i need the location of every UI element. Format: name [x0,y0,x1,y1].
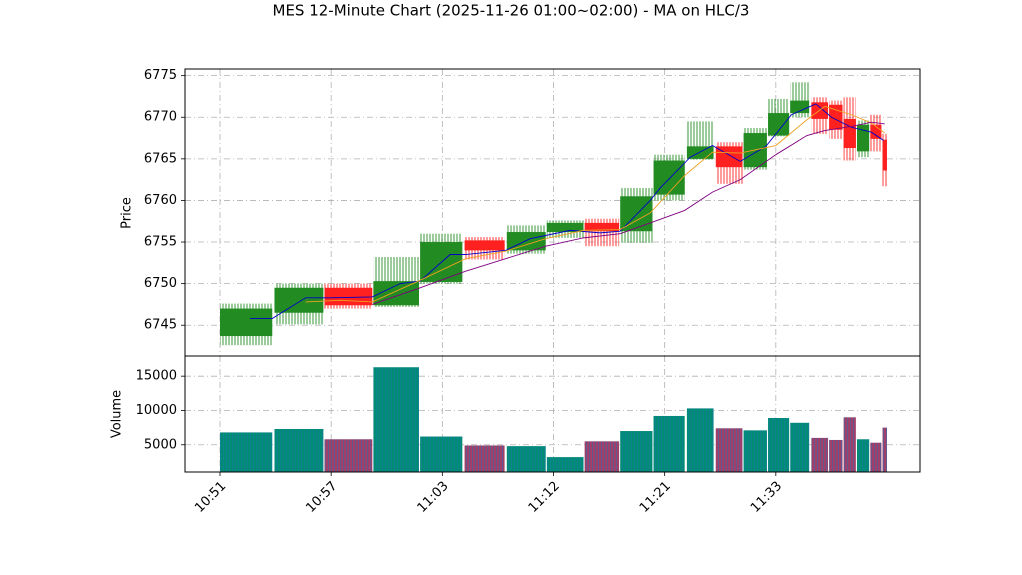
volume-bar-stripe [584,441,620,472]
y-tick-label: 6745 [144,318,177,333]
volume-bar-stripe [870,442,882,472]
volume-bar-stripe [464,445,505,472]
ma-line [305,105,886,303]
ma-line [372,121,885,305]
volume-bar-stripe [420,436,463,472]
volume-bar-stripe [811,437,829,472]
y-tick-label: 6760 [144,193,177,208]
candle-body [790,100,810,114]
y-tick-label: 6770 [144,110,177,125]
volume-bar-stripe [506,446,546,472]
y-tick-label: 15000 [136,369,177,384]
volume-bar-stripe [856,439,870,472]
candle-body [653,160,685,195]
volume-bar-stripe [653,415,685,472]
x-tick-label: 10:57 [303,479,340,516]
y-tick-label: 6750 [144,276,177,291]
candle-body [546,222,584,233]
volume-bar-stripe [373,367,419,472]
y-axis-label: Price [120,197,135,229]
candle-body [220,308,273,337]
volume-bar-stripe [743,430,767,472]
volume-bar-stripe [790,422,810,472]
candle-body [856,124,870,152]
ma-line [250,103,884,320]
plot-frame [184,355,921,473]
x-tick-label: 11:03 [415,479,452,516]
volume-bar-stripe [324,439,373,472]
candle-body [464,240,505,251]
y-tick-label: 10000 [136,403,177,418]
volume-bar-stripe [829,439,843,472]
x-tick-label: 11:12 [526,479,563,516]
candle-body [324,287,373,306]
y-tick-label: 6775 [144,68,177,83]
candle-body [843,118,856,149]
volume-bar-stripe [882,427,887,472]
candle-body [768,113,790,136]
volume-bar-stripe [843,417,856,472]
y-tick-label: 6765 [144,151,177,166]
volume-bar-stripe [220,432,273,472]
y-tick-label: 5000 [144,437,177,452]
y-tick-label: 6755 [144,235,177,250]
x-tick-label: 11:21 [637,479,674,516]
volume-bar-stripe [274,428,324,472]
volume-bar-stripe [546,457,584,472]
chart-title: MES 12-Minute Chart (2025-11-26 01:00~02… [273,2,750,20]
y-axis-label: Volume [110,390,125,438]
volume-bar-stripe [620,431,653,472]
volume-bar-stripe [768,418,790,472]
candle-body [870,124,882,139]
candle-body [274,287,324,313]
candle-body [882,139,887,171]
candle-body [506,232,546,251]
x-tick-label: 10:51 [192,479,229,516]
volume-bar-stripe [686,408,714,472]
candle-body [584,222,620,232]
volume-bar-stripe [715,428,743,472]
x-tick-label: 11:33 [748,479,785,516]
